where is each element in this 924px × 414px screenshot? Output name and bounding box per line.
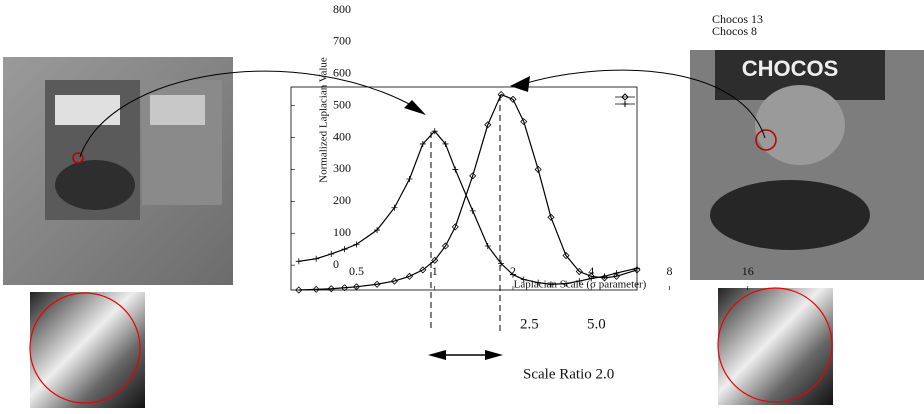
point xyxy=(562,251,570,260)
point xyxy=(588,275,595,282)
annotation: 2.5 xyxy=(520,316,539,332)
left-patch xyxy=(29,292,145,408)
point xyxy=(547,281,554,288)
point xyxy=(613,270,620,277)
point xyxy=(312,285,320,293)
point xyxy=(295,286,303,294)
point xyxy=(405,272,414,280)
point xyxy=(469,207,476,214)
point xyxy=(469,172,477,180)
point xyxy=(391,204,398,211)
y-tick-label: 500 xyxy=(333,97,351,111)
point xyxy=(563,280,570,287)
y-tick-label: 0 xyxy=(333,257,339,271)
point xyxy=(520,118,528,126)
point xyxy=(484,121,492,129)
point xyxy=(328,250,335,257)
point xyxy=(451,223,459,231)
y-tick-label: 300 xyxy=(333,161,351,175)
series-line xyxy=(298,130,638,285)
point xyxy=(509,95,517,103)
point xyxy=(509,271,516,278)
point xyxy=(419,140,426,147)
point xyxy=(634,265,640,272)
point xyxy=(390,277,399,285)
annotation: 5.0 xyxy=(587,316,606,332)
x-tick-label: 4 xyxy=(588,264,594,278)
legend-marker xyxy=(621,93,629,101)
point xyxy=(534,165,542,174)
point xyxy=(441,242,450,250)
point xyxy=(484,242,491,249)
y-tick-label: 400 xyxy=(333,129,351,143)
arrowhead xyxy=(485,350,503,360)
point xyxy=(327,285,335,293)
series-line xyxy=(298,93,638,291)
point xyxy=(341,246,348,253)
point xyxy=(313,255,320,262)
right-patch xyxy=(717,287,833,405)
y-tick-label: 800 xyxy=(333,2,351,16)
y-tick-label: 600 xyxy=(333,66,351,80)
legend-label: Chocos 8 xyxy=(712,24,757,38)
point xyxy=(601,273,608,280)
x-tick-label: 16 xyxy=(742,264,754,278)
point xyxy=(520,276,527,283)
point xyxy=(547,213,555,221)
x-tick-label: 0.5 xyxy=(349,264,364,278)
x-tick-label: 1 xyxy=(432,264,438,278)
x-axis-label: Laplacian Scale (σ parameter) xyxy=(514,279,647,291)
arrowhead xyxy=(428,350,446,360)
point xyxy=(352,283,361,291)
point xyxy=(406,176,413,183)
point xyxy=(419,266,427,274)
point xyxy=(431,128,438,135)
right-photo: CHOCOS xyxy=(690,50,924,280)
point xyxy=(452,166,459,173)
point xyxy=(498,260,505,267)
left-photo xyxy=(3,57,233,285)
annotation: Scale Ratio 2.0 xyxy=(523,366,614,382)
point xyxy=(373,280,381,288)
x-tick-label: 8 xyxy=(666,264,672,278)
y-tick-label: 700 xyxy=(333,34,351,48)
y-tick-label: 100 xyxy=(333,225,351,239)
arrowhead xyxy=(404,100,426,115)
plot-frame xyxy=(290,86,638,291)
point xyxy=(340,284,349,292)
point xyxy=(576,278,583,285)
x-tick-label: 2 xyxy=(510,264,516,278)
arrowhead xyxy=(510,76,530,92)
point xyxy=(431,256,439,264)
point xyxy=(353,241,360,248)
point xyxy=(442,140,449,147)
svg-text:CHOCOS: CHOCOS xyxy=(742,56,839,81)
point xyxy=(612,272,620,280)
point xyxy=(295,258,302,265)
legend-marker xyxy=(622,101,628,107)
point xyxy=(497,90,505,99)
arrow xyxy=(519,69,766,139)
y-tick-label: 200 xyxy=(333,193,351,207)
y-axis-label: Normalized Laplacian Value xyxy=(318,57,330,183)
point xyxy=(535,279,542,286)
point xyxy=(374,227,381,234)
legend-label: Chocos 13 xyxy=(712,12,763,26)
point xyxy=(575,267,583,276)
